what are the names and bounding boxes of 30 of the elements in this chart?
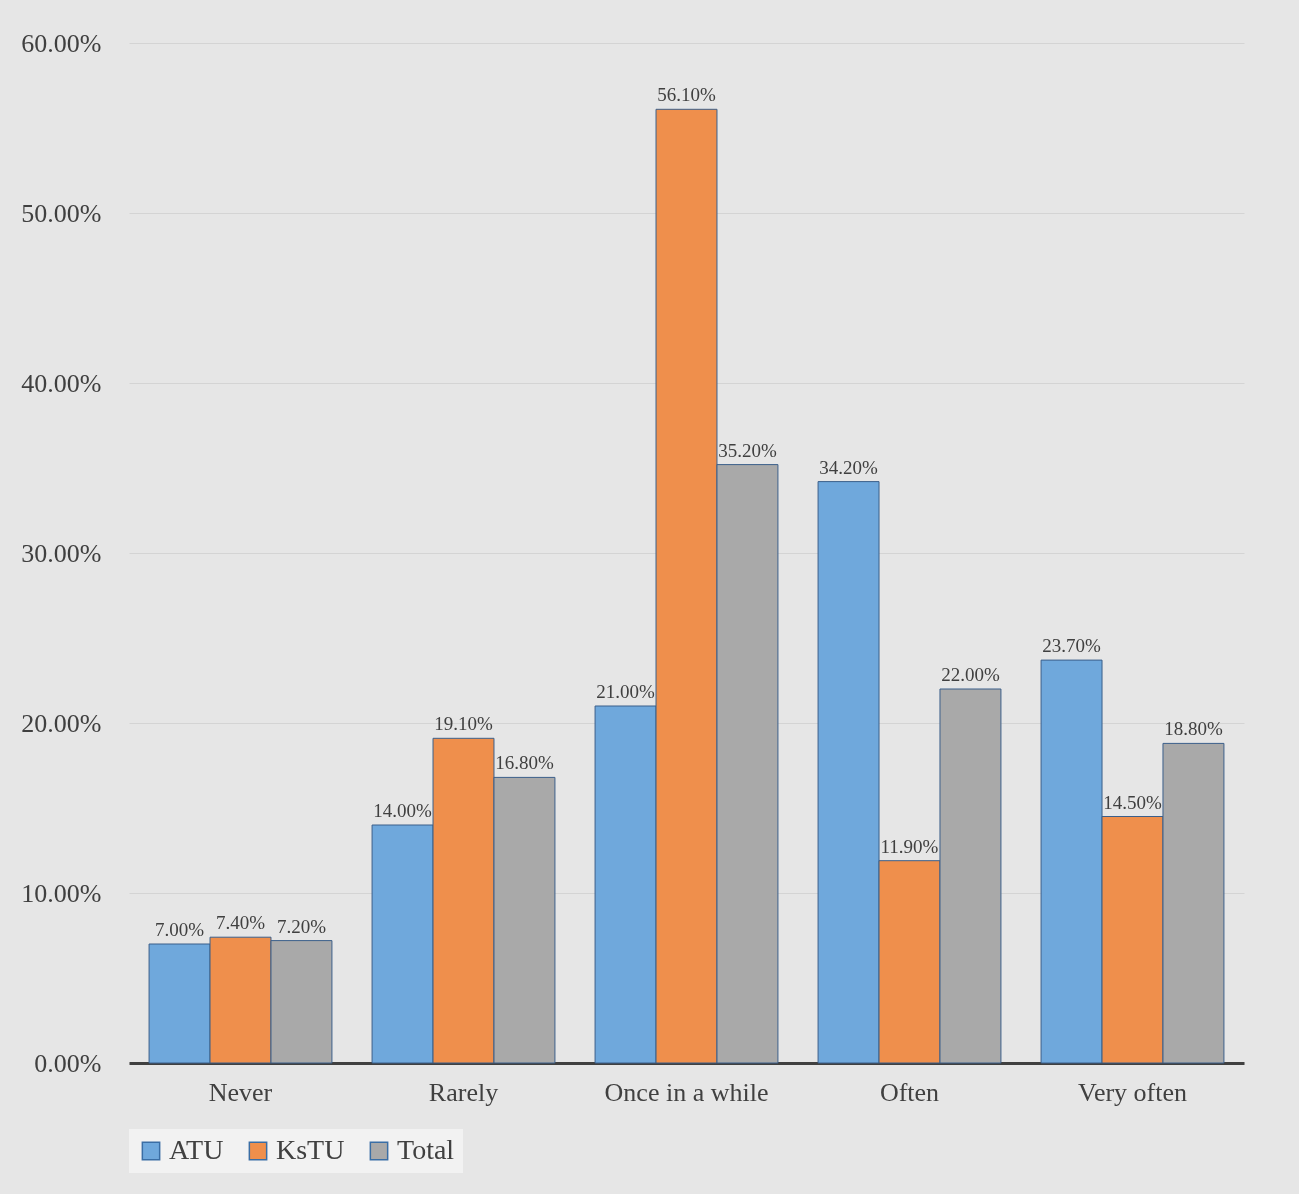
data-label: 7.20% — [276, 915, 327, 937]
x-tick-label: Often — [879, 1077, 940, 1107]
legend-label: ATU — [169, 1134, 224, 1165]
data-label: 11.90% — [880, 835, 939, 857]
data-label: 14.50% — [1103, 791, 1162, 813]
y-tick-label: 60.00% — [21, 28, 102, 58]
data-label: 14.00% — [373, 800, 433, 821]
legend-label: KsTU — [276, 1134, 345, 1165]
data-label: 7.40% — [215, 912, 266, 934]
y-tick-label: 30.00% — [21, 538, 102, 568]
legend-label: Total — [397, 1134, 455, 1165]
y-tick-label: 10.00% — [21, 878, 102, 908]
y-tick-label: 40.00% — [21, 368, 102, 398]
data-label: 16.80% — [495, 752, 554, 774]
y-tick-label: 50.00% — [21, 198, 102, 228]
data-label: 22.00% — [941, 664, 1000, 685]
y-tick-label: 20.00% — [21, 708, 102, 738]
data-label: 35.20% — [718, 439, 777, 461]
data-label: 23.70% — [1042, 635, 1102, 657]
x-tick-label: Never — [208, 1077, 273, 1107]
data-label: 7.00% — [155, 919, 205, 940]
data-label: 34.20% — [819, 456, 879, 478]
x-tick-label: Once in a while — [604, 1077, 769, 1107]
x-tick-label: Rarely — [428, 1077, 499, 1107]
data-label: 18.80% — [1164, 718, 1223, 740]
x-tick-label: Very often — [1077, 1077, 1188, 1107]
data-label: 21.00% — [596, 681, 656, 702]
data-label: 56.10% — [657, 84, 716, 106]
data-label: 19.10% — [434, 713, 493, 735]
y-tick-label: 0.00% — [34, 1048, 102, 1078]
